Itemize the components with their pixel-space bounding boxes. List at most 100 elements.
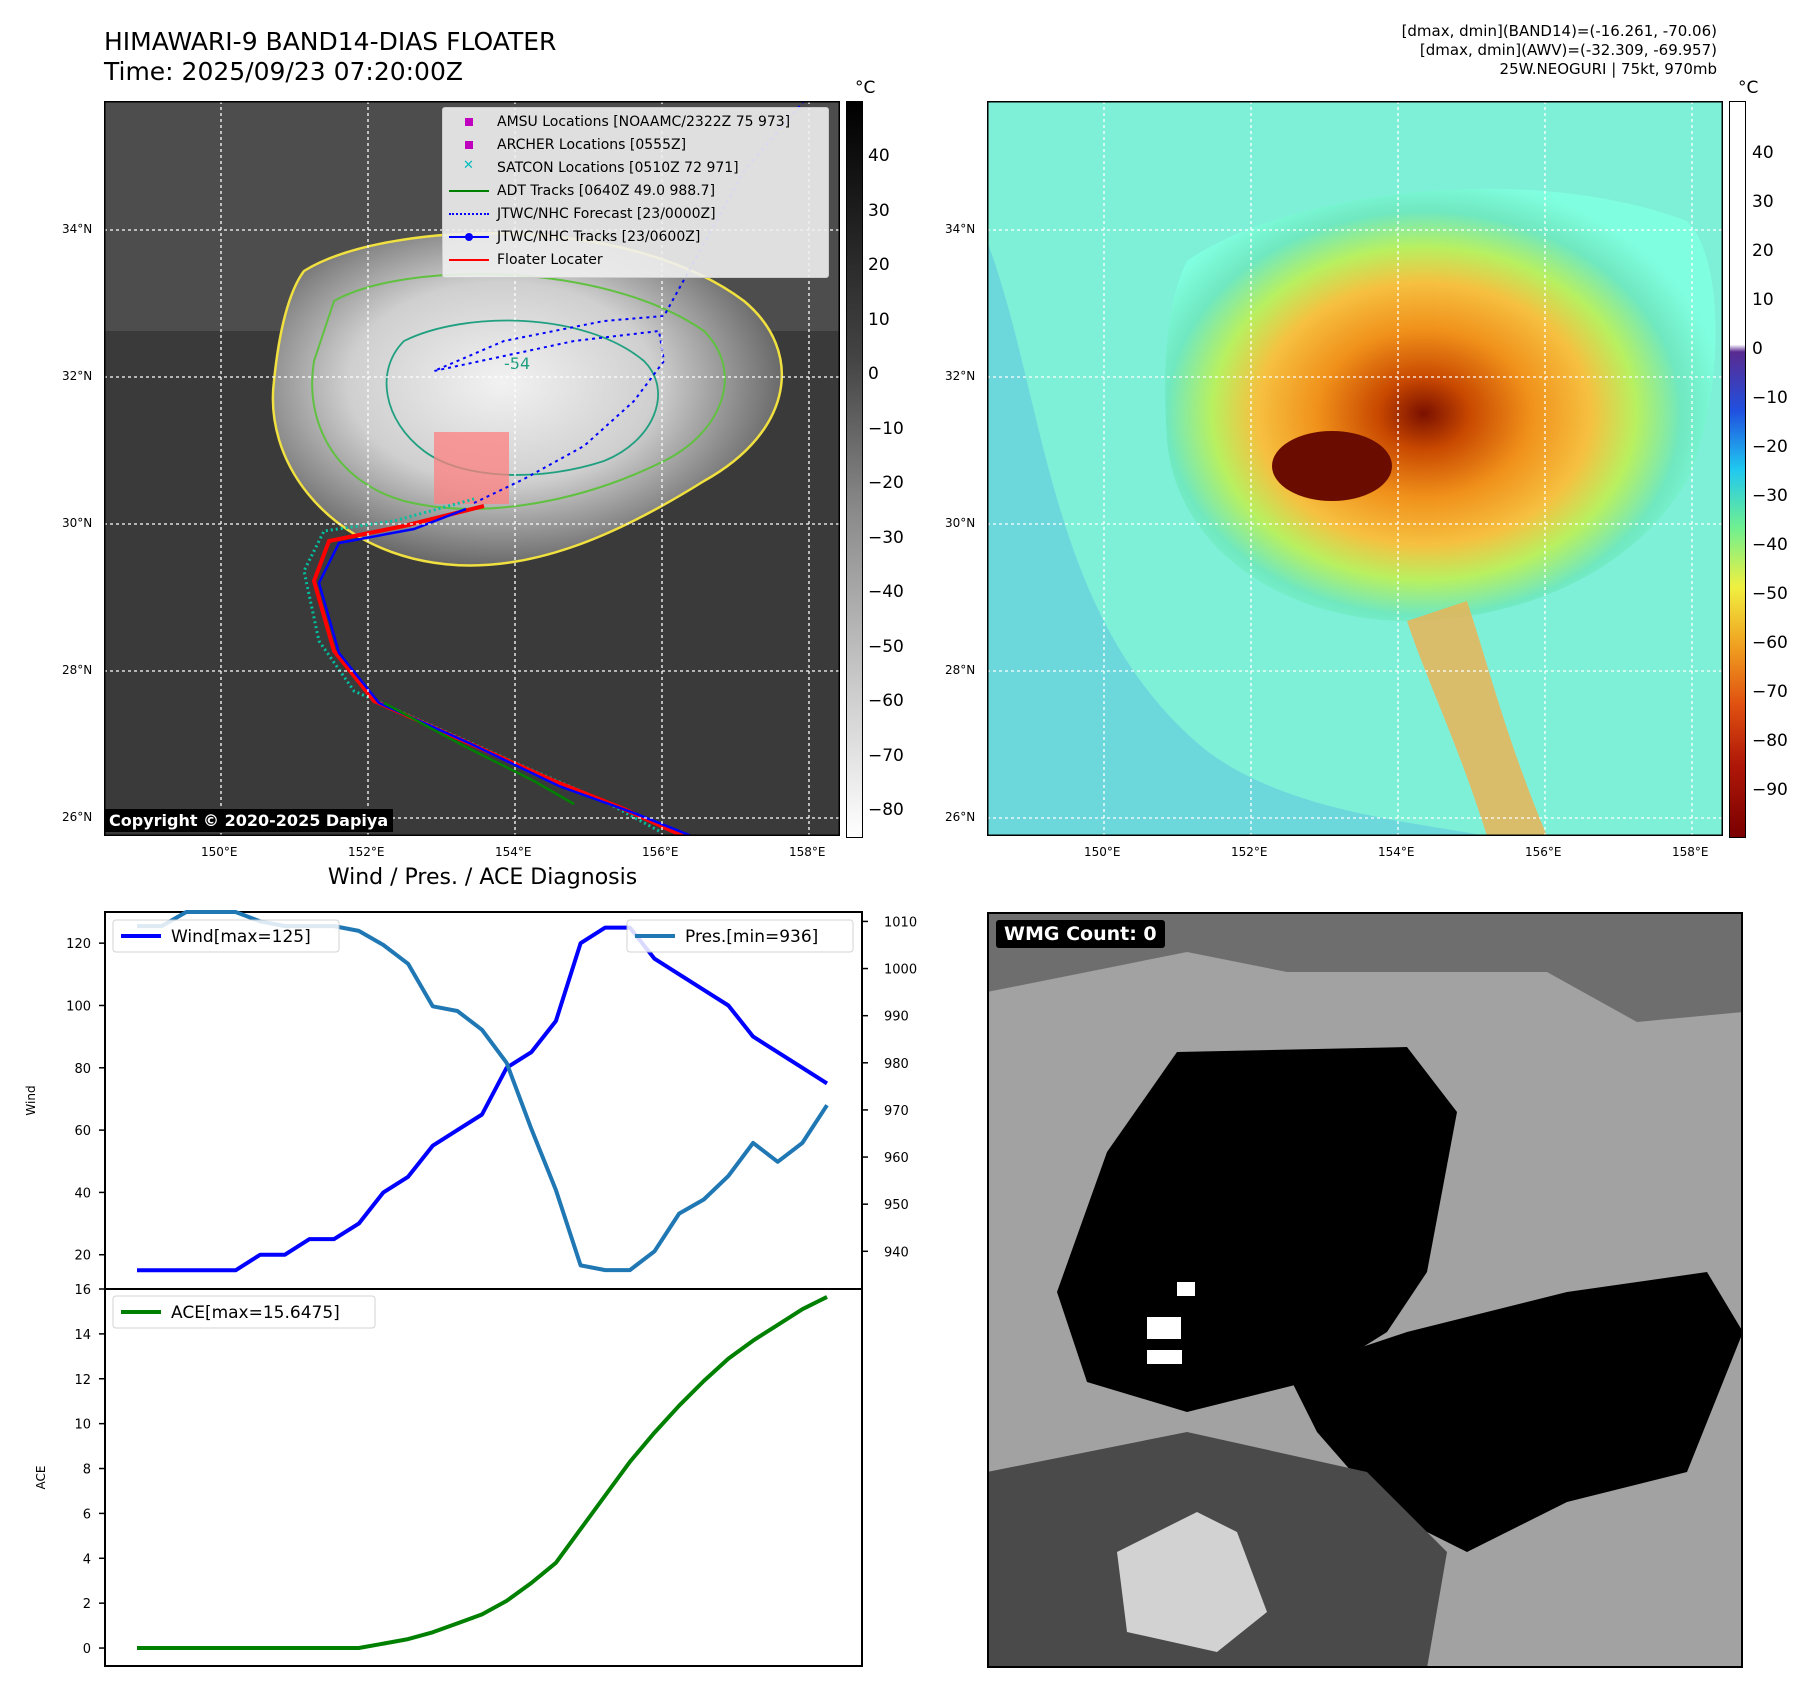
ace-series-line xyxy=(137,1295,828,1650)
wind-tick-label: 60 xyxy=(74,1124,91,1139)
pressure-tick-label: 990 xyxy=(884,1010,909,1025)
awv-lat-label-28: 28°N xyxy=(945,663,976,677)
colorbar-left-unit: °C xyxy=(855,78,876,98)
lon-label-152: 152°E xyxy=(348,845,385,859)
legend-entry: ✕ SATCON Locations [0510Z 72 971] xyxy=(449,158,739,178)
ace-tick-label: 2 xyxy=(83,1597,91,1612)
awv-lon-label-152: 152°E xyxy=(1231,845,1268,859)
legend-entry: JTWC/NHC Forecast [23/0000Z] xyxy=(449,204,716,224)
legend-entry: ADT Tracks [0640Z 49.0 988.7] xyxy=(449,181,715,201)
wmg-white-pixel-1 xyxy=(1177,1282,1195,1296)
legend-label: JTWC/NHC Tracks [23/0600Z] xyxy=(497,229,701,245)
colorbar-right-tick-label: −10 xyxy=(1752,388,1788,408)
awv-dry-band xyxy=(987,241,1487,836)
stats-line-1: [dmax, dmin](BAND14)=(-16.261, -70.06) xyxy=(1401,22,1717,40)
awv-core xyxy=(1272,431,1392,501)
floater-locater-track xyxy=(311,504,688,836)
awv-map-frame xyxy=(987,101,1723,836)
lon-label-156: 156°E xyxy=(642,845,679,859)
legend-label: ARCHER Locations [0555Z] xyxy=(497,137,687,153)
wmg-black-band xyxy=(1287,1272,1743,1552)
ir-contour-inner xyxy=(385,319,659,476)
colorbar-right-unit: °C xyxy=(1738,78,1759,98)
colorbar-left-tick-label: −40 xyxy=(868,582,904,602)
wind-tick-label: 120 xyxy=(66,937,91,952)
lon-label-158: 158°E xyxy=(789,845,826,859)
lat-label-26: 26°N xyxy=(62,810,93,824)
diagnosis-title: Wind / Pres. / ACE Diagnosis xyxy=(327,865,638,890)
lon-label-150: 150°E xyxy=(201,845,238,859)
wmg-light-patch xyxy=(1117,1512,1267,1652)
colorbar-left-tick-label: 20 xyxy=(868,255,890,275)
ace-legend-label: ACE[max=15.6475] xyxy=(171,1303,340,1323)
wmg-count-badge: WMG Count: 0 xyxy=(996,920,1165,948)
legend-marker-icon: ✕ xyxy=(463,158,474,173)
ace-axes xyxy=(104,1288,863,1667)
lat-label-34: 34°N xyxy=(62,222,93,236)
colorbar-left-tick-label: −30 xyxy=(868,527,904,548)
colorbar-left-tick-label: −50 xyxy=(868,636,904,657)
awv-gridlines xyxy=(987,101,1723,836)
colorbar-left-tick-label: 40 xyxy=(868,146,890,166)
wind-axis-label: Wind xyxy=(24,1085,38,1115)
legend-marker-icon xyxy=(449,186,489,196)
pressure-tick-label: 960 xyxy=(884,1151,909,1166)
pressure-tick-label: 1000 xyxy=(884,963,917,978)
legend-marker-icon xyxy=(449,255,489,265)
colorbar-left-tick-label: 30 xyxy=(868,200,890,221)
colorbar-right-tick-label: −60 xyxy=(1752,633,1788,653)
pressure-series-line xyxy=(137,910,829,1273)
wmg-white-pixel-3 xyxy=(1147,1350,1182,1364)
wind-tick-label: 20 xyxy=(74,1249,91,1264)
floater-box xyxy=(434,432,509,504)
colorbar-left-tick-label: 10 xyxy=(868,309,890,330)
awv-lat-label-32: 32°N xyxy=(945,369,976,383)
colorbar-left-tick-label: −10 xyxy=(868,418,904,439)
colorbar-right-tick-label: −40 xyxy=(1752,535,1788,555)
legend-entry: AMSU Locations [NOAAMC/2322Z 75 973] xyxy=(449,112,790,132)
contour-label: -54 xyxy=(504,354,530,373)
wind-tick-label: 80 xyxy=(74,1062,91,1077)
awv-lat-label-30: 30°N xyxy=(945,516,976,530)
ace-tick-label: 8 xyxy=(83,1463,91,1478)
ace-tick-label: 4 xyxy=(83,1552,91,1567)
pressure-legend-box xyxy=(626,919,854,953)
colorbar-right-tick-label: −20 xyxy=(1752,437,1788,457)
legend-label: JTWC/NHC Forecast [23/0000Z] xyxy=(497,206,716,222)
title-line-2: Time: 2025/09/23 07:20:00Z xyxy=(104,57,463,86)
stats-line-3: 25W.NEOGURI | 75kt, 970mb xyxy=(1499,60,1717,78)
colorbar-right-tick-label: 30 xyxy=(1752,192,1774,212)
awv-map-panel xyxy=(987,101,1723,836)
colorbar-right xyxy=(1729,101,1746,838)
wind-series-line xyxy=(137,925,829,1273)
wmg-panel xyxy=(987,912,1743,1668)
awv-storm-moisture xyxy=(1165,188,1716,621)
storm-stats: [dmax, dmin](BAND14)=(-16.261, -70.06) [… xyxy=(1402,22,1717,79)
legend-entry: ARCHER Locations [0555Z] xyxy=(449,135,686,155)
wind-tick-label: 40 xyxy=(74,1186,91,1201)
diagnosis-chart: 2040608010012094095096097098099010001010… xyxy=(24,910,917,1667)
wind-legend-box xyxy=(112,919,340,953)
figure-title: HIMAWARI-9 BAND14-DIAS FLOATER Time: 202… xyxy=(104,27,556,87)
colorbar-left xyxy=(846,101,863,838)
map-legend: AMSU Locations [NOAAMC/2322Z 75 973] ARCH… xyxy=(442,107,829,278)
colorbar-right-tick-label: −80 xyxy=(1752,731,1788,751)
lat-label-28: 28°N xyxy=(62,663,93,677)
pressure-tick-label: 1010 xyxy=(884,915,917,930)
colorbar-left-tick-label: −20 xyxy=(868,473,904,493)
legend-label: ADT Tracks [0640Z 49.0 988.7] xyxy=(497,183,716,199)
ace-axis-label: ACE xyxy=(34,1466,48,1490)
colorbar-right-tick-label: −90 xyxy=(1752,780,1788,800)
legend-label: AMSU Locations [NOAAMC/2322Z 75 973] xyxy=(497,114,791,130)
wmg-dark-top xyxy=(987,912,1743,1022)
colorbar-right-tick-label: 20 xyxy=(1752,241,1774,261)
ace-tick-label: 14 xyxy=(74,1328,91,1343)
colorbar-right-tick-label: 40 xyxy=(1752,143,1774,163)
legend-entry: JTWC/NHC Tracks [23/0600Z] xyxy=(449,227,700,247)
pressure-tick-label: 940 xyxy=(884,1245,909,1260)
legend-marker-icon xyxy=(449,209,489,219)
legend-label: SATCON Locations [0510Z 72 971] xyxy=(497,160,739,176)
wind-legend-label: Wind[max=125] xyxy=(171,927,311,947)
colorbar-right-tick-label: −30 xyxy=(1752,486,1788,506)
colorbar-right-tick-label: 10 xyxy=(1752,290,1774,310)
